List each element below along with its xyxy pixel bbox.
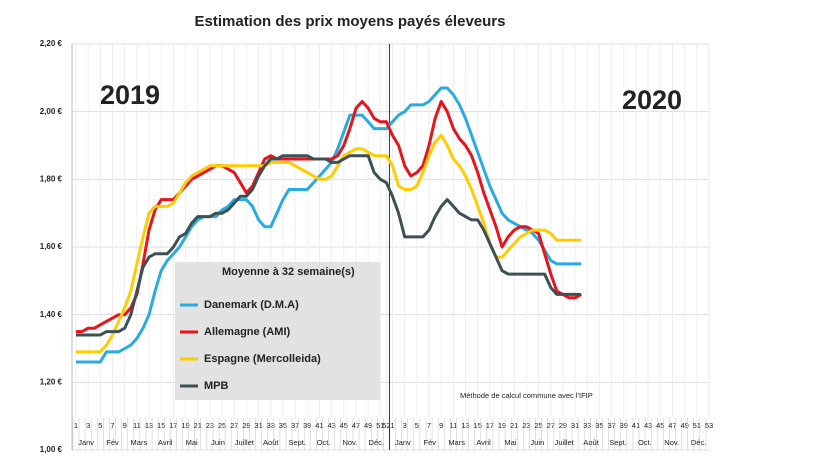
legend-label: Danemark (D.M.A) bbox=[204, 299, 299, 311]
month-label: Déc. bbox=[691, 438, 706, 447]
x-tick-label: 1 bbox=[74, 421, 78, 430]
x-tick-label: 17 bbox=[486, 421, 494, 430]
x-tick-label: 23 bbox=[522, 421, 530, 430]
month-label: Août bbox=[583, 438, 599, 447]
month-label: Nov. bbox=[664, 438, 679, 447]
x-tick-label: 11 bbox=[449, 421, 457, 430]
year-label: 2020 bbox=[622, 85, 682, 115]
x-tick-label: 1 bbox=[390, 421, 394, 430]
month-label: Mars bbox=[448, 438, 465, 447]
x-tick-label: 53 bbox=[705, 421, 713, 430]
y-tick-label: 1,00 € bbox=[40, 445, 63, 454]
y-tick-label: 1,60 € bbox=[40, 242, 63, 251]
x-tick-label: 29 bbox=[559, 421, 567, 430]
x-tick-label: 9 bbox=[123, 421, 127, 430]
chart-title: Estimation des prix moyens payés éleveur… bbox=[195, 13, 506, 30]
legend-title: Moyenne à 32 semaine(s) bbox=[222, 266, 355, 278]
y-tick-label: 1,20 € bbox=[40, 377, 63, 386]
legend-label: Espagne (Mercolleida) bbox=[204, 353, 321, 365]
x-tick-label: 51 bbox=[693, 421, 701, 430]
month-label: Mars bbox=[131, 438, 148, 447]
legend-label: MPB bbox=[204, 380, 229, 392]
x-tick-label: 25 bbox=[218, 421, 226, 430]
x-tick-label: 45 bbox=[656, 421, 664, 430]
y-tick-label: 2,00 € bbox=[40, 107, 63, 116]
month-label: Août bbox=[263, 438, 279, 447]
x-tick-label: 19 bbox=[181, 421, 189, 430]
x-tick-label: 21 bbox=[194, 421, 202, 430]
month-label: Avril bbox=[158, 438, 173, 447]
x-tick-label: 47 bbox=[668, 421, 676, 430]
legend-box bbox=[175, 262, 380, 400]
month-label: Juin bbox=[211, 438, 225, 447]
x-tick-label: 49 bbox=[364, 421, 372, 430]
x-tick-label: 37 bbox=[291, 421, 299, 430]
x-tick-label: 27 bbox=[230, 421, 238, 430]
x-tick-label: 7 bbox=[427, 421, 431, 430]
x-tick-label: 52 bbox=[382, 421, 390, 430]
x-tick-label: 15 bbox=[474, 421, 482, 430]
x-tick-label: 19 bbox=[498, 421, 506, 430]
y-tick-label: 1,80 € bbox=[40, 174, 63, 183]
x-tick-label: 9 bbox=[439, 421, 443, 430]
note: Méthode de calcul commune avec l'IFIP bbox=[460, 391, 593, 400]
x-tick-label: 25 bbox=[534, 421, 542, 430]
x-tick-label: 3 bbox=[86, 421, 90, 430]
x-tick-label: 37 bbox=[607, 421, 615, 430]
x-tick-label: 43 bbox=[327, 421, 335, 430]
series-line bbox=[76, 86, 582, 364]
month-label: Avril bbox=[476, 438, 491, 447]
month-label: Fév bbox=[424, 438, 437, 447]
x-tick-label: 45 bbox=[340, 421, 348, 430]
x-tick-label: 51 bbox=[376, 421, 384, 430]
x-tick-label: 3 bbox=[403, 421, 407, 430]
x-tick-label: 33 bbox=[267, 421, 275, 430]
month-label: Mai bbox=[504, 438, 516, 447]
x-tick-label: 31 bbox=[254, 421, 262, 430]
x-tick-label: 5 bbox=[98, 421, 102, 430]
x-tick-label: 31 bbox=[571, 421, 579, 430]
x-tick-label: 33 bbox=[583, 421, 591, 430]
legend-label: Allemagne (AMI) bbox=[204, 326, 291, 338]
x-tick-label: 13 bbox=[145, 421, 153, 430]
month-label: Juin bbox=[530, 438, 544, 447]
x-tick-label: 7 bbox=[110, 421, 114, 430]
x-tick-label: 23 bbox=[206, 421, 214, 430]
x-tick-label: 35 bbox=[279, 421, 287, 430]
x-tick-label: 27 bbox=[547, 421, 555, 430]
x-tick-label: 5 bbox=[415, 421, 419, 430]
month-label: Janv bbox=[395, 438, 411, 447]
x-tick-label: 47 bbox=[352, 421, 360, 430]
x-tick-label: 41 bbox=[315, 421, 323, 430]
x-tick-label: 49 bbox=[680, 421, 688, 430]
x-tick-label: 15 bbox=[157, 421, 165, 430]
month-label: Nov. bbox=[342, 438, 357, 447]
x-tick-label: 13 bbox=[461, 421, 469, 430]
x-tick-label: 41 bbox=[632, 421, 640, 430]
month-label: Mai bbox=[186, 438, 198, 447]
x-tick-label: 17 bbox=[169, 421, 177, 430]
month-label: Sept. bbox=[609, 438, 627, 447]
series-line bbox=[76, 154, 582, 337]
x-tick-label: 21 bbox=[510, 421, 518, 430]
x-tick-label: 39 bbox=[303, 421, 311, 430]
x-tick-label: 29 bbox=[242, 421, 250, 430]
x-tick-label: 39 bbox=[620, 421, 628, 430]
month-label: Déc. bbox=[369, 438, 384, 447]
y-tick-label: 1,40 € bbox=[40, 310, 63, 319]
y-tick-label: 2,20 € bbox=[40, 39, 63, 48]
month-label: Fév bbox=[106, 438, 119, 447]
x-tick-label: 43 bbox=[644, 421, 652, 430]
month-label: Juillet bbox=[555, 438, 575, 447]
x-tick-label: 35 bbox=[595, 421, 603, 430]
month-label: Oct. bbox=[638, 438, 652, 447]
month-label: Juillet bbox=[235, 438, 255, 447]
year-label: 2019 bbox=[100, 80, 160, 110]
month-label: Sept. bbox=[288, 438, 306, 447]
month-label: Oct. bbox=[317, 438, 331, 447]
x-tick-label: 11 bbox=[133, 421, 141, 430]
month-label: Janv bbox=[78, 438, 94, 447]
